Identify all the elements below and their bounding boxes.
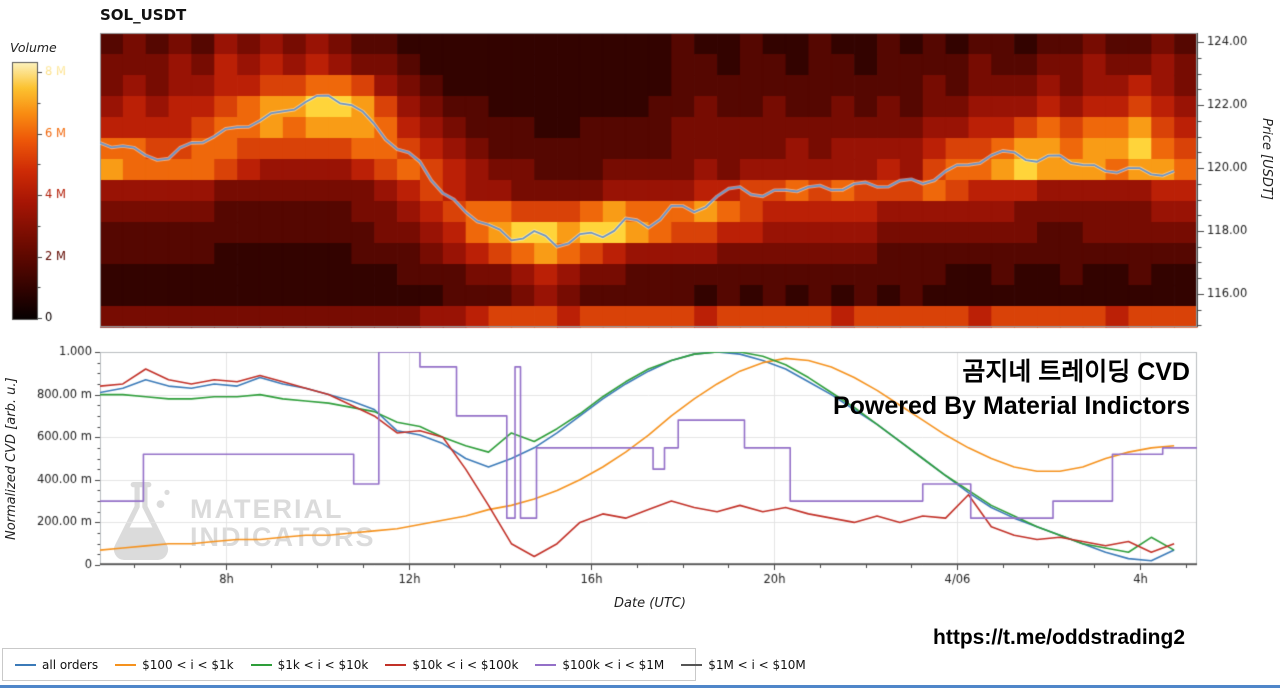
legend-item: $100 < i < $1k [115, 657, 234, 672]
legend-item: $1k < i < $10k [250, 657, 369, 672]
legend-item: all orders [15, 658, 98, 672]
legend-swatch [115, 663, 137, 666]
colorbar-volume-label: Volume [10, 40, 57, 55]
legend-item: $10k < i < $100k [385, 658, 518, 672]
powered-by-line: Powered By Material Indictors [832, 391, 1190, 420]
overlay-annotation: 곰지네 트레이딩 CVD Powered By Material Indicto… [833, 356, 1190, 424]
legend-item-label: all orders [42, 657, 99, 672]
bottom-accent-bar [0, 685, 1280, 688]
legend-item-label: $1M < i < $10M [708, 657, 806, 672]
legend: all orders $100 < i < $1k $1k < i < $10k… [2, 648, 806, 681]
telegram-link: https://t.me/oddstrading2 [933, 626, 1185, 649]
legend-swatch [535, 663, 557, 666]
legend-swatch [250, 663, 272, 666]
legend-swatch [15, 663, 36, 666]
legend-item-label: $10k < i < $100k [412, 657, 519, 672]
legend-item-label: $1k < i < $10k [277, 657, 369, 672]
cvd-axis-label: Normalized CVD [arb. u.] [4, 377, 19, 541]
legend-item-label: $100k < i < $1M [562, 657, 665, 672]
date-axis-label: Date (UTC) [614, 596, 686, 611]
korean-title-line: 곰지네 트레이딩 CVD [962, 358, 1190, 386]
price-axis-label: Price [USDT] [1259, 118, 1274, 200]
legend-swatch [681, 663, 703, 666]
legend-item: $1M < i < $10M [681, 658, 806, 672]
symbol-title: SOL_USDT [100, 6, 187, 24]
legend-swatch [385, 663, 407, 666]
legend-item: $100k < i < $1M [535, 658, 664, 672]
legend-item-label: $100 < i < $1k [142, 657, 234, 672]
